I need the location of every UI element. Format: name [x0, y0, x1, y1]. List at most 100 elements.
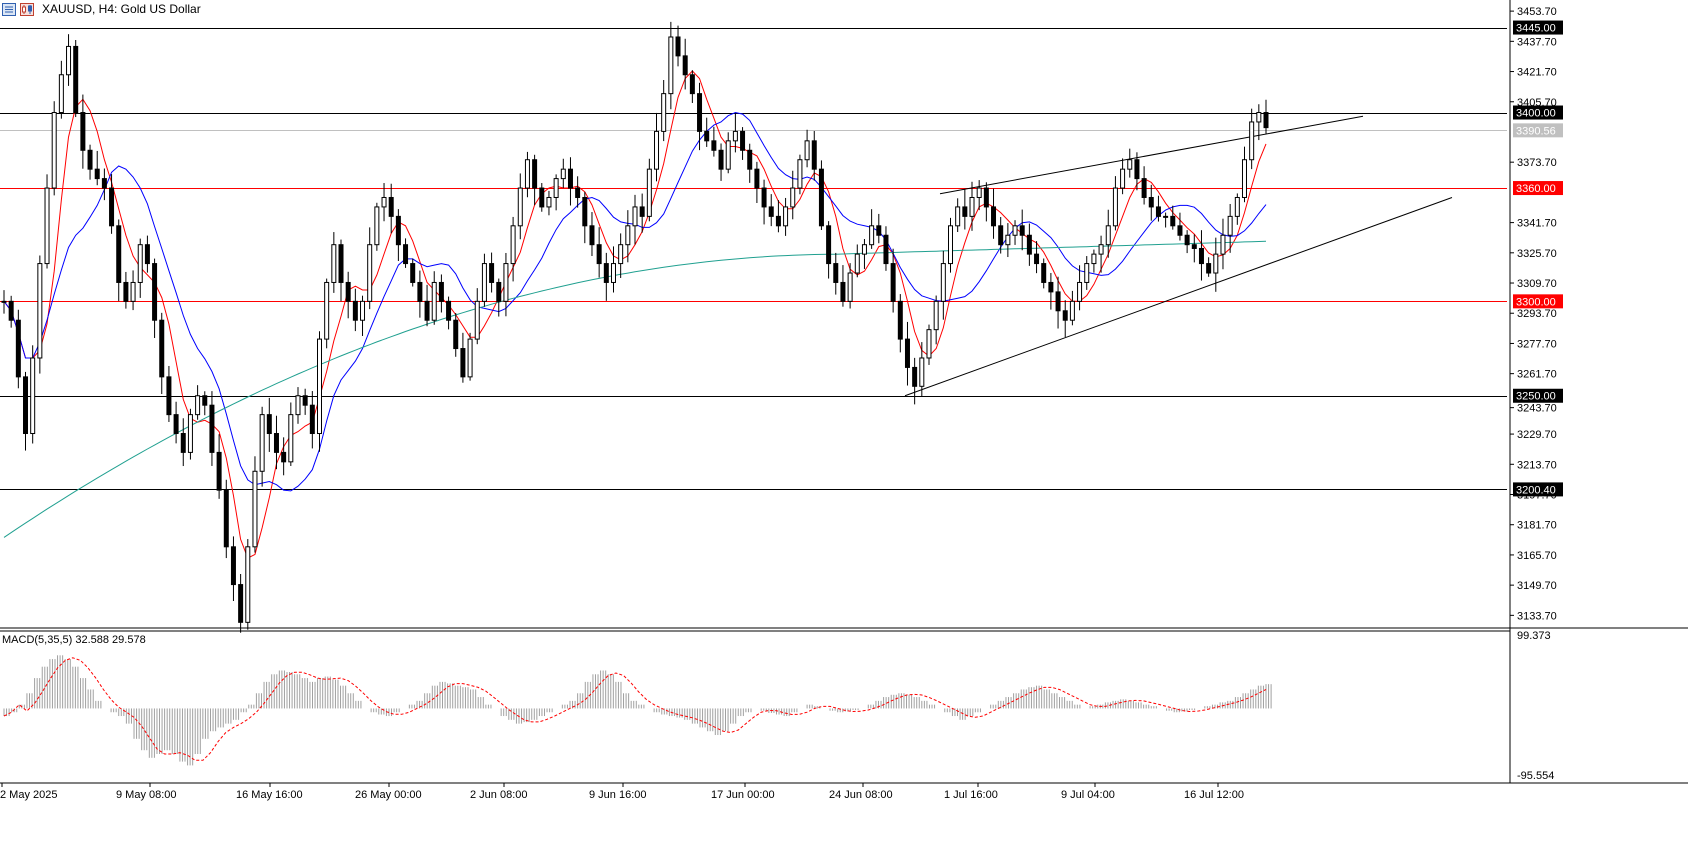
- candle-body: [625, 225, 631, 246]
- candle-body: [252, 470, 258, 548]
- candle-body: [553, 178, 559, 198]
- candle-body: [876, 225, 882, 236]
- candle-body: [883, 234, 889, 265]
- candle-body: [503, 263, 509, 302]
- price-tick-label: 3453.70: [1517, 6, 1557, 18]
- candle: [668, 21, 674, 110]
- candle: [632, 194, 638, 245]
- candle: [1019, 209, 1025, 251]
- candle: [66, 34, 72, 86]
- price-tick-label: 3133.70: [1517, 610, 1557, 622]
- candle-body: [424, 300, 430, 321]
- chart-candles-icon[interactable]: [20, 2, 34, 16]
- candle-body: [51, 112, 57, 189]
- candle: [388, 183, 394, 234]
- candle: [725, 132, 731, 174]
- time-tick-label: 26 May 00:00: [355, 789, 422, 801]
- candle: [1048, 272, 1054, 310]
- candle: [324, 278, 330, 349]
- chart-list-icon[interactable]: [2, 2, 16, 16]
- candle: [603, 252, 609, 301]
- candle-body: [962, 206, 968, 217]
- candle: [116, 219, 122, 302]
- candle-body: [180, 433, 186, 453]
- candle: [804, 129, 810, 168]
- candle: [1120, 158, 1126, 195]
- candle: [309, 391, 315, 449]
- candle: [718, 143, 724, 181]
- candle-body: [740, 130, 746, 151]
- price-tick-label: 3341.70: [1517, 218, 1557, 230]
- candle-body: [1012, 225, 1018, 236]
- price-tick-label: 3229.70: [1517, 429, 1557, 441]
- candle: [539, 183, 545, 212]
- candle: [173, 401, 179, 444]
- macd-signal-line: [3, 657, 1267, 761]
- candle: [1, 290, 7, 314]
- ma-slow-line: [3, 240, 1267, 538]
- candle-body: [1084, 263, 1090, 283]
- candle: [15, 309, 21, 389]
- candle-body: [833, 263, 839, 283]
- candle: [761, 179, 767, 225]
- candle: [245, 539, 251, 630]
- candle: [1206, 257, 1212, 277]
- candle: [238, 573, 244, 633]
- candle: [152, 258, 158, 338]
- candle-body: [661, 93, 667, 132]
- time-tick-label: 9 Jun 16:00: [589, 789, 647, 801]
- candle-body: [367, 244, 373, 302]
- candle-body: [438, 281, 444, 302]
- candle-body: [1213, 253, 1219, 274]
- candle: [252, 456, 258, 553]
- candle: [1249, 108, 1255, 170]
- candle-body: [216, 451, 222, 491]
- candle: [1084, 256, 1090, 290]
- candle: [567, 157, 573, 206]
- candle: [524, 151, 530, 198]
- candle-body: [496, 281, 502, 302]
- candle-body: [109, 187, 115, 227]
- candle: [381, 183, 387, 222]
- candle-body: [1112, 187, 1118, 227]
- candle-body: [30, 357, 36, 435]
- candle: [1041, 258, 1047, 289]
- candle-body: [1184, 234, 1190, 246]
- candle: [1184, 230, 1190, 254]
- candle-body: [618, 244, 624, 265]
- price-label: 3445.00: [1516, 23, 1556, 35]
- candle: [137, 238, 143, 298]
- candle-body: [137, 244, 143, 283]
- candle: [833, 252, 839, 295]
- macd-min-label: -95.554: [1517, 770, 1554, 782]
- macd-pane: MACD(5,35,5) 32.588 29.578 99.373 -95.554: [2, 630, 1554, 782]
- candle: [510, 216, 516, 282]
- time-tick-label: 2 May 2025: [0, 789, 57, 801]
- candle-body: [1041, 263, 1047, 283]
- lower-trendline: [904, 197, 1453, 397]
- candle-body: [73, 45, 79, 114]
- price-label-box: [1513, 181, 1563, 196]
- candle-body: [1077, 281, 1083, 302]
- candle-body: [761, 187, 767, 208]
- price-tick-label: 3293.70: [1517, 308, 1557, 320]
- candle-body: [259, 414, 265, 472]
- candle-body: [238, 584, 244, 623]
- candle-body: [295, 395, 301, 416]
- upper-trendline: [939, 115, 1364, 195]
- candle-body: [1177, 225, 1183, 236]
- candle: [1198, 230, 1204, 281]
- candle-body: [489, 263, 495, 283]
- ma-fast-line: [3, 70, 1267, 559]
- candle-body: [431, 281, 437, 321]
- candle: [976, 180, 982, 211]
- price-label: 3400.00: [1516, 108, 1556, 120]
- candle: [1155, 195, 1161, 222]
- candle-body: [783, 206, 789, 227]
- candle: [1012, 220, 1018, 245]
- candle-body: [732, 130, 738, 142]
- candle-body: [8, 300, 14, 321]
- price-tick-label: 3243.70: [1517, 403, 1557, 415]
